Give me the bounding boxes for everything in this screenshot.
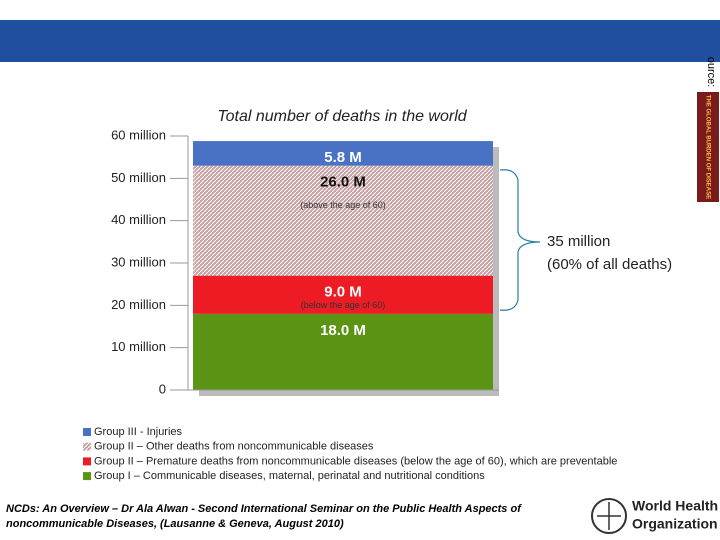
logo-text: Organization <box>632 516 718 532</box>
segment-note: (above the age of 60) <box>300 200 386 210</box>
legend-swatch <box>83 472 91 481</box>
legend-swatch <box>83 442 91 451</box>
y-tick-label: 60 million <box>111 127 166 142</box>
y-tick-label: 20 million <box>111 297 166 312</box>
bar-segment <box>193 313 493 390</box>
bar-segment <box>193 165 493 276</box>
book-title: THE GLOBAL BURDEN OF DISEASE <box>704 95 710 199</box>
logo-emblem <box>591 498 627 534</box>
legend-label: Group II – Premature deaths from noncomm… <box>94 455 617 467</box>
y-tick-label: 30 million <box>111 254 166 269</box>
citation: NCDs: An Overview – Dr Ala Alwan - Secon… <box>6 503 522 515</box>
source-label: ource: <box>705 57 717 88</box>
legend-label: Group II – Other deaths from noncommunic… <box>94 441 374 453</box>
brace <box>499 169 541 311</box>
citation: noncommunicable Diseases, (Lausanne & Ge… <box>6 518 344 530</box>
legend-label: Group III - Injuries <box>94 426 183 438</box>
y-tick-label: 40 million <box>111 212 166 227</box>
value-label: 5.8 M <box>324 149 362 166</box>
annotation: (60% of all deaths) <box>547 256 672 273</box>
logo-text: World Health <box>632 498 718 514</box>
segment-note: (below the age of 60) <box>301 300 386 310</box>
value-label: 26.0 M <box>320 174 366 191</box>
bar-segment <box>193 141 493 166</box>
logo-emblem-cross <box>597 502 621 530</box>
legend-swatch <box>83 428 91 436</box>
annotation: 35 million <box>547 233 610 250</box>
book-cover <box>697 92 719 202</box>
legend-label: Group I – Communicable diseases, materna… <box>94 470 485 482</box>
y-tick-label: 10 million <box>111 339 166 354</box>
header-band <box>0 20 720 62</box>
bar-segment <box>193 275 493 314</box>
chart-title: Total number of deaths in the world <box>217 108 467 125</box>
legend-swatch <box>83 457 91 466</box>
y-tick-label: 50 million <box>111 170 166 185</box>
y-tick-label: 0 <box>159 381 166 396</box>
value-label: 9.0 M <box>324 284 362 301</box>
value-label: 18.0 M <box>320 322 366 339</box>
